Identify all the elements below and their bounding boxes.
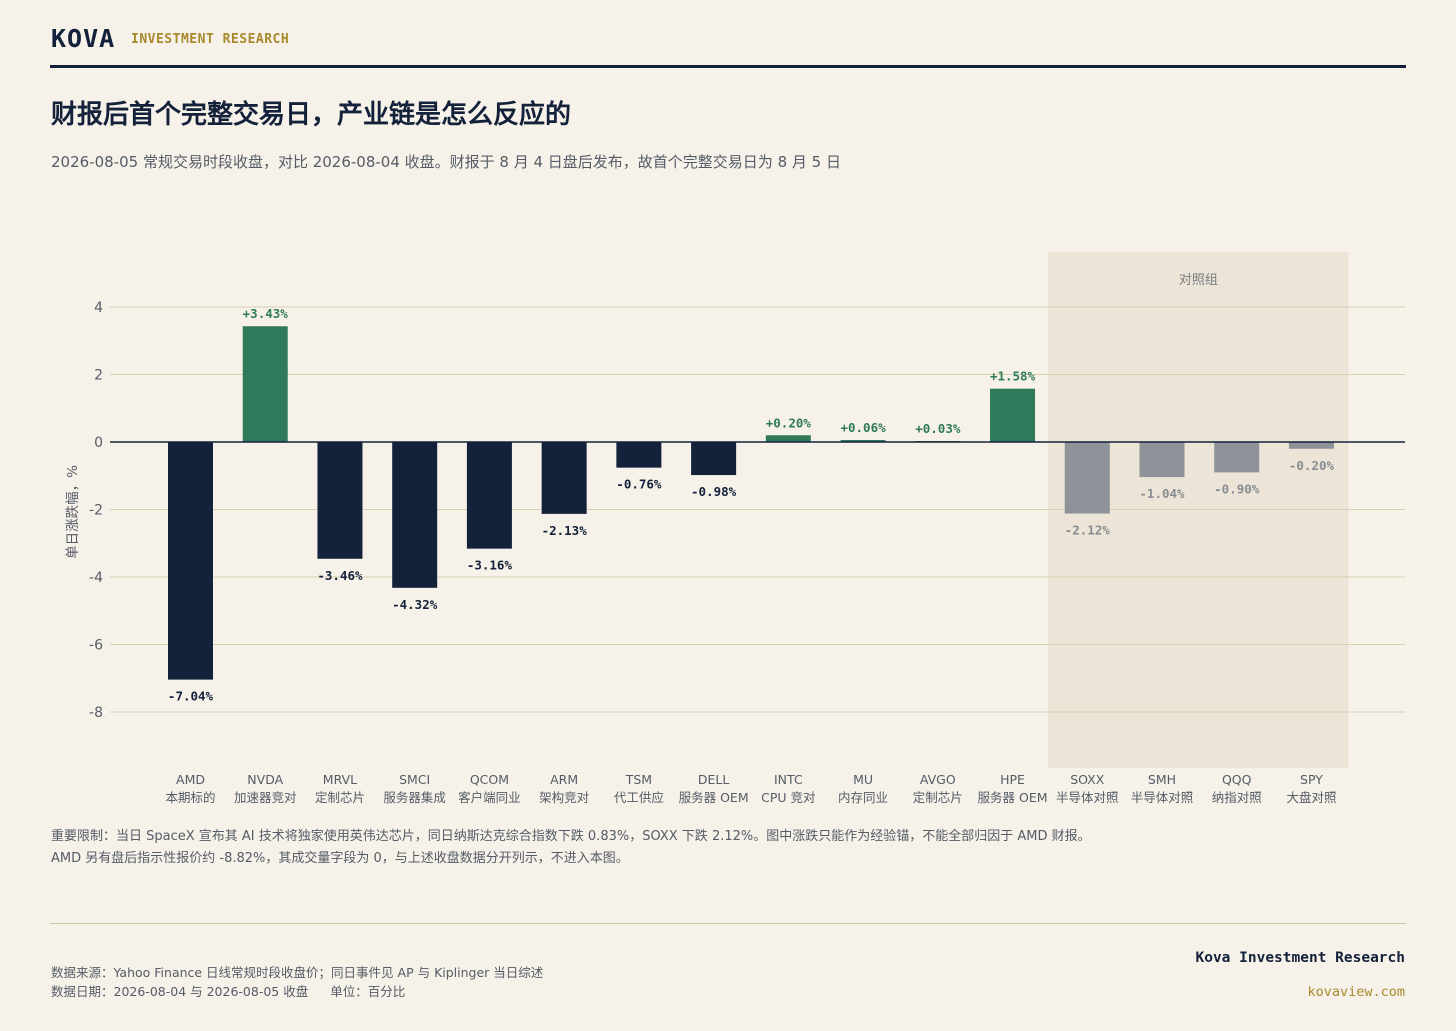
header-divider (50, 65, 1406, 68)
bar-nvda (242, 326, 288, 442)
x-tick-label: HPE (1000, 772, 1025, 787)
data-label: -0.76% (616, 477, 662, 492)
chart-subtitle: 2026-08-05 常规交易时段收盘，对比 2026-08-04 收盘。财报于… (51, 153, 841, 171)
x-tick-sublabel: 服务器 OEM (978, 790, 1048, 805)
x-tick-sublabel: 本期标的 (165, 790, 215, 805)
data-label: +0.03% (915, 421, 961, 436)
y-tick-label: -2 (89, 503, 103, 519)
data-label: +3.43% (243, 306, 289, 321)
x-tick-sublabel: 定制芯片 (315, 790, 365, 805)
data-label: -0.20% (1289, 458, 1335, 473)
x-tick-label: SMH (1148, 772, 1176, 787)
x-tick-sublabel: 半导体对照 (1131, 790, 1194, 805)
data-label: +1.58% (990, 369, 1036, 384)
x-tick-label: QQQ (1222, 772, 1252, 787)
x-tick-sublabel: 加速器竞对 (234, 790, 297, 805)
data-label: -1.04% (1139, 486, 1185, 501)
y-tick-label: 2 (94, 368, 103, 384)
bar-smh (1139, 442, 1185, 478)
chart-title: 财报后首个完整交易日，产业链是怎么反应的 (51, 100, 572, 130)
x-tick-label: NVDA (247, 772, 283, 787)
note-line-1: 重要限制：当日 SpaceX 宣布其 AI 技术将独家使用英伟达芯片，同日纳斯达… (51, 829, 1091, 844)
bar-intc (765, 435, 811, 442)
x-tick-sublabel: 服务器集成 (383, 790, 446, 805)
x-tick-label: QCOM (470, 772, 509, 787)
control-group-label: 对照组 (1179, 273, 1218, 288)
data-label: -7.04% (168, 689, 214, 704)
bar-soxx (1064, 442, 1110, 514)
data-label: +0.06% (840, 420, 886, 435)
bar-mu (840, 439, 886, 442)
x-tick-sublabel: 半导体对照 (1056, 790, 1119, 805)
source-block: 数据来源：Yahoo Finance 日线常规时段收盘价；同日事件见 AP 与 … (51, 963, 543, 1001)
bar-qqq (1214, 442, 1260, 473)
x-tick-sublabel: 代工供应 (614, 790, 664, 805)
bar-dell (691, 442, 737, 476)
brand-logo: KOVA (51, 24, 116, 53)
x-tick-label: INTC (774, 772, 803, 787)
x-tick-sublabel: 内存同业 (838, 790, 888, 805)
data-unit: 单位：百分比 (330, 984, 406, 999)
x-tick-sublabel: 服务器 OEM (679, 790, 749, 805)
data-label: -0.90% (1214, 481, 1260, 496)
bar-smci (392, 442, 438, 588)
x-tick-label: AMD (176, 772, 205, 787)
footer-brand: Kova Investment Research (1195, 950, 1405, 966)
data-label: -3.46% (317, 568, 363, 583)
y-tick-label: -8 (89, 705, 103, 721)
bar-arm (541, 442, 587, 514)
footer-url-link[interactable]: kovaview.com (1307, 984, 1405, 1000)
source-meta: 数据日期：2026-08-04 与 2026-08-05 收盘 单位：百分比 (51, 982, 543, 1001)
x-tick-label: SMCI (399, 772, 430, 787)
bar-amd (168, 442, 213, 680)
x-tick-label: MU (853, 772, 873, 787)
x-tick-sublabel: 架构竞对 (539, 790, 589, 805)
x-tick-label: MRVL (323, 772, 357, 787)
x-tick-label: TSM (625, 772, 652, 787)
data-label: -4.32% (392, 597, 438, 612)
x-tick-label: DELL (698, 772, 729, 787)
data-date: 数据日期：2026-08-04 与 2026-08-05 收盘 (51, 984, 309, 999)
x-tick-label: SPY (1300, 772, 1323, 787)
y-axis-label: 单日涨跌幅，% (65, 465, 81, 559)
y-tick-label: 4 (94, 300, 103, 316)
x-tick-sublabel: 定制芯片 (913, 790, 963, 805)
data-label: -2.12% (1065, 523, 1111, 538)
x-tick-sublabel: 纳指对照 (1212, 790, 1262, 805)
brand-tagline: INVESTMENT RESEARCH (131, 32, 290, 47)
chart-notes: 重要限制：当日 SpaceX 宣布其 AI 技术将独家使用英伟达芯片，同日纳斯达… (51, 826, 1091, 870)
x-tick-label: ARM (550, 772, 578, 787)
source-line: 数据来源：Yahoo Finance 日线常规时段收盘价；同日事件见 AP 与 … (51, 965, 544, 980)
bar-qcom (466, 442, 512, 549)
x-tick-sublabel: CPU 竞对 (761, 790, 815, 805)
data-label: +0.20% (766, 415, 812, 430)
x-tick-sublabel: 客户端同业 (458, 790, 521, 805)
bar-hpe (990, 388, 1036, 442)
bar-mrvl (317, 442, 363, 559)
data-label: -0.98% (691, 484, 737, 499)
x-tick-label: AVGO (920, 772, 956, 787)
y-tick-label: -4 (89, 570, 103, 586)
bar-chart: 对照组 4 2 0 -2 -4 -6 -8 单日涨跌幅，% -7.04% AMD 本期标的 +3.43%… (65, 252, 1405, 805)
x-tick-label: SOXX (1070, 772, 1105, 787)
data-label: -3.16% (467, 558, 513, 573)
bar-spy (1288, 442, 1334, 449)
data-label: -2.13% (542, 523, 588, 538)
y-tick-label: 0 (94, 435, 103, 451)
x-tick-sublabel: 大盘对照 (1286, 790, 1336, 805)
y-tick-label: -6 (89, 638, 103, 654)
note-line-2: AMD 另有盘后指示性报价约 -8.82%，其成交量字段为 0，与上述收盘数据分… (51, 851, 629, 866)
bar-tsm (616, 442, 662, 468)
footer-divider (50, 923, 1406, 924)
